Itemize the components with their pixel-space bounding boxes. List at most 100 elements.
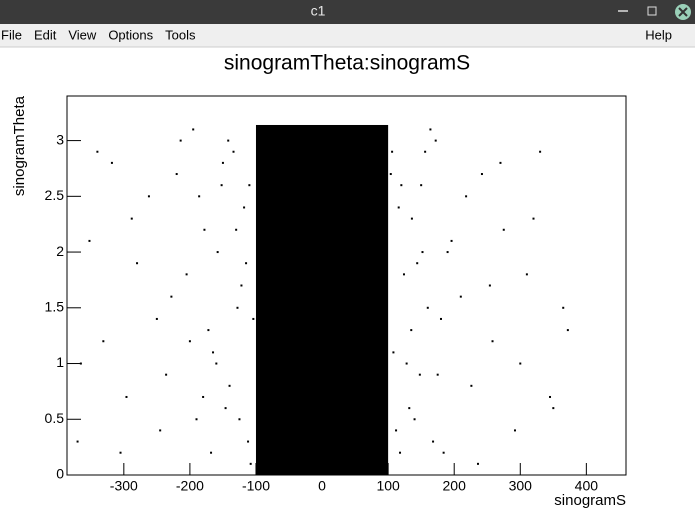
point (499, 161, 502, 164)
x-tick-label: 400 (575, 478, 599, 494)
point (436, 373, 439, 376)
point (432, 440, 435, 443)
point (420, 184, 423, 187)
point (502, 228, 505, 231)
close-icon (678, 7, 688, 17)
point (410, 329, 413, 332)
point (102, 340, 105, 343)
point (539, 150, 542, 153)
point (389, 173, 392, 176)
point (397, 206, 400, 209)
point (418, 373, 421, 376)
y-tick-label: 0.5 (45, 410, 65, 426)
point (480, 173, 483, 176)
menu-item[interactable]: View (68, 27, 97, 42)
menu-item[interactable]: Options (108, 27, 153, 42)
point (202, 395, 205, 398)
y-tick-label: 3 (56, 131, 64, 147)
point (532, 217, 535, 220)
point (235, 228, 238, 231)
point (221, 161, 224, 164)
point (130, 217, 133, 220)
point (252, 317, 255, 320)
point (170, 295, 173, 298)
point (203, 228, 206, 231)
point (249, 462, 252, 465)
point (88, 239, 91, 242)
point (179, 139, 182, 142)
menu-item[interactable]: File (1, 27, 22, 42)
y-tick-label: 2 (56, 243, 64, 259)
point (450, 239, 453, 242)
point (220, 184, 223, 187)
point (240, 284, 243, 287)
point (125, 395, 128, 398)
point (248, 184, 251, 187)
point (136, 262, 139, 265)
point (395, 429, 398, 432)
chart-title: sinogramTheta:sinogramS (224, 52, 470, 75)
point (247, 440, 250, 443)
point (216, 251, 219, 254)
point (188, 340, 191, 343)
menu-item[interactable]: Tools (165, 27, 196, 42)
y-tick-label: 1.5 (45, 298, 65, 314)
point (175, 173, 178, 176)
point (442, 451, 445, 454)
point (465, 195, 468, 198)
point (155, 317, 158, 320)
point (236, 306, 239, 309)
point (159, 429, 162, 432)
x-tick-label: 200 (443, 478, 467, 494)
point (424, 150, 427, 153)
x-axis-label: sinogramS (554, 492, 626, 509)
point (552, 407, 555, 410)
point (227, 139, 230, 142)
menu-item[interactable]: Edit (34, 27, 57, 42)
x-tick-label: 100 (376, 478, 400, 494)
point (566, 329, 569, 332)
dense-band (255, 124, 389, 475)
point (408, 407, 411, 410)
point (232, 150, 235, 153)
y-tick-label: 2.5 (45, 187, 65, 203)
point (210, 451, 213, 454)
y-axis-label: sinogramTheta (11, 95, 28, 196)
point (476, 462, 479, 465)
point (410, 217, 413, 220)
point (439, 317, 442, 320)
point (195, 418, 198, 421)
x-tick-label: 300 (509, 478, 533, 494)
point (562, 306, 565, 309)
point (405, 362, 408, 365)
x-tick-label: -100 (242, 478, 270, 494)
menu-bar (0, 24, 695, 47)
maximize-button[interactable] (647, 6, 657, 16)
point (421, 251, 424, 254)
point (110, 161, 113, 164)
point (215, 362, 218, 365)
point (513, 429, 516, 432)
point (207, 329, 210, 332)
point (96, 150, 99, 153)
x-tick-label: -200 (176, 478, 204, 494)
menu-help[interactable]: Help (645, 27, 672, 42)
point (402, 273, 405, 276)
point (198, 195, 201, 198)
window-title: c1 (311, 3, 326, 19)
point (392, 351, 395, 354)
point (413, 418, 416, 421)
point (228, 384, 231, 387)
point (185, 273, 188, 276)
point (391, 150, 394, 153)
title-bar (0, 0, 695, 24)
point (76, 440, 79, 443)
y-tick-label: 0 (56, 466, 64, 482)
point (488, 284, 491, 287)
point (446, 251, 449, 254)
point (426, 306, 429, 309)
point (525, 273, 528, 276)
point (212, 351, 215, 354)
point (416, 262, 419, 265)
